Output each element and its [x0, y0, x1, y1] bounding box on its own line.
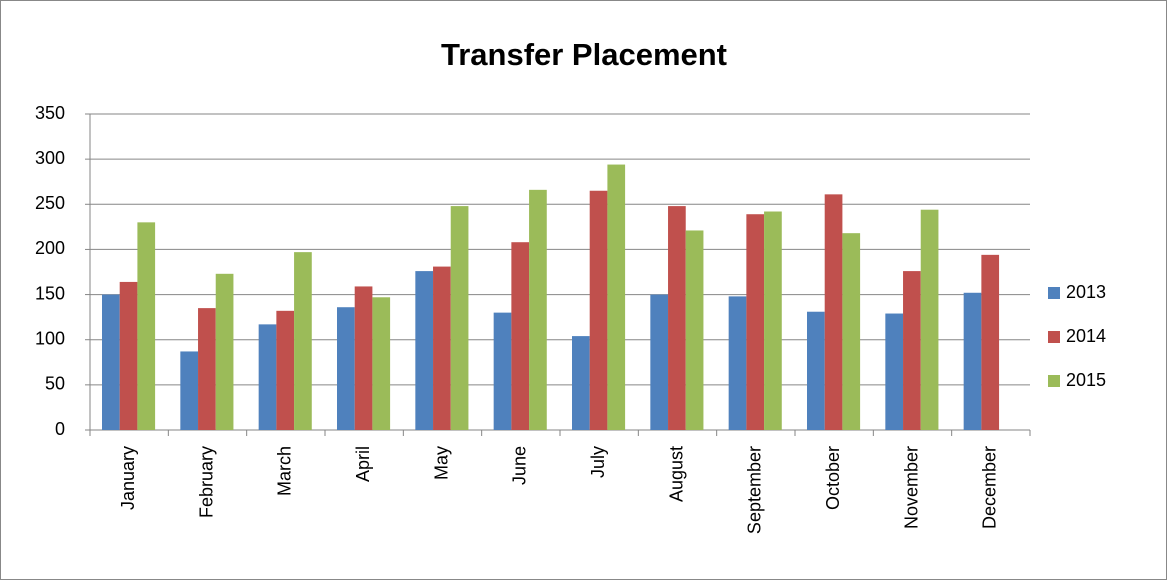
bar	[450, 206, 469, 430]
bar	[807, 311, 825, 430]
bar	[903, 271, 921, 430]
x-tick-label: December	[980, 446, 1000, 529]
bar	[294, 252, 312, 430]
bar	[102, 294, 120, 430]
legend-swatch	[1048, 331, 1060, 343]
bar	[685, 230, 704, 430]
bar	[824, 194, 843, 430]
legend-label: 2013	[1066, 282, 1106, 302]
x-tick-label: November	[901, 446, 921, 529]
legend-label: 2014	[1066, 326, 1106, 346]
y-tick-label: 150	[35, 283, 65, 303]
bar	[511, 242, 530, 430]
x-tick-label: February	[196, 446, 216, 518]
bar	[764, 211, 782, 430]
y-tick-label: 0	[55, 419, 65, 439]
bar	[137, 222, 156, 430]
bar	[337, 307, 355, 430]
bar	[529, 189, 547, 430]
bar	[215, 273, 234, 430]
legend-swatch	[1048, 287, 1060, 299]
x-tick-label: May	[431, 446, 451, 480]
x-tick-label: April	[353, 446, 373, 482]
legend-swatch	[1048, 375, 1060, 387]
bar	[119, 281, 138, 430]
y-tick-label: 250	[35, 193, 65, 213]
x-tick-label: March	[275, 446, 295, 496]
bar	[276, 310, 295, 430]
bar	[981, 254, 1000, 430]
bar	[415, 271, 434, 430]
bar	[842, 233, 861, 430]
x-tick-label: July	[588, 446, 608, 478]
bar	[198, 308, 216, 430]
bar	[885, 313, 904, 430]
x-tick-label: August	[666, 446, 686, 502]
bar	[920, 209, 939, 430]
chart-title: Transfer Placement	[441, 37, 727, 72]
legend-label: 2015	[1066, 370, 1106, 390]
x-tick-label: October	[823, 446, 843, 510]
y-tick-label: 200	[35, 238, 65, 258]
bar	[668, 206, 686, 430]
bar	[372, 297, 391, 430]
bar	[180, 351, 199, 430]
bar	[572, 336, 590, 430]
bar	[589, 190, 608, 430]
y-tick-label: 50	[45, 374, 65, 394]
bar	[650, 294, 669, 430]
bar	[728, 296, 747, 430]
bar	[963, 292, 982, 430]
x-tick-label: June	[510, 446, 530, 485]
bar	[746, 214, 765, 430]
bar	[433, 266, 451, 430]
x-tick-label: September	[745, 446, 765, 534]
y-tick-label: 350	[35, 103, 65, 123]
bar	[493, 312, 512, 430]
x-tick-label: January	[118, 446, 138, 510]
bar	[258, 324, 277, 430]
bar	[354, 286, 373, 430]
bar	[607, 164, 626, 430]
y-tick-label: 300	[35, 148, 65, 168]
y-tick-label: 100	[35, 328, 65, 348]
